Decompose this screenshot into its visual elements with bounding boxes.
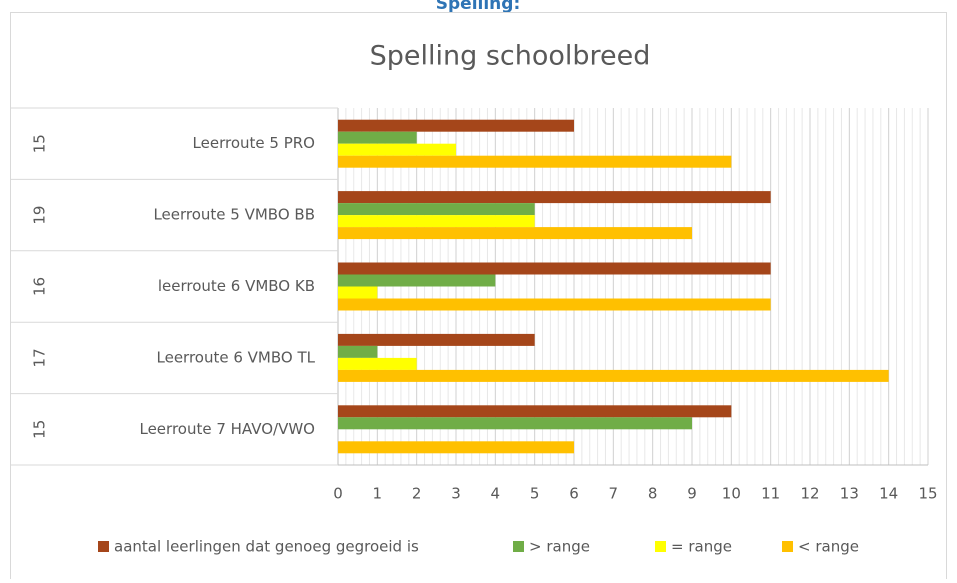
y-tick-label: Leerroute 5 PRO [193,134,315,152]
bar [338,155,732,168]
bar [338,357,417,370]
group-label: 15 [31,134,49,153]
x-tick-label: 7 [609,485,619,503]
bar [338,298,771,311]
legend-label: > range [529,538,590,556]
legend-label: aantal leerlingen dat genoeg gegroeid is [114,538,419,556]
group-label: 19 [31,206,49,225]
y-tick-label: leerroute 6 VMBO KB [158,277,315,295]
legend-swatch [513,541,524,552]
legend-swatch [782,541,793,552]
group-label: 15 [31,420,49,439]
legend-swatch [98,541,109,552]
x-tick-label: 4 [491,485,501,503]
bar [338,274,496,287]
y-tick-label: Leerroute 7 HAVO/VWO [139,420,315,438]
x-tick-label: 11 [761,485,780,503]
bar [338,227,692,240]
legend-label: = range [671,538,732,556]
legend-label: < range [798,538,859,556]
bar [338,286,378,299]
x-tick-label: 8 [648,485,658,503]
bar [338,441,574,454]
bar [338,262,771,275]
legend-swatch [655,541,666,552]
y-tick-label: Leerroute 6 VMBO TL [157,348,316,366]
chart-title: Spelling schoolbreed [370,41,651,72]
bar [338,143,456,156]
x-tick-label: 13 [840,485,859,503]
group-label: 16 [31,277,49,296]
x-tick-label: 2 [412,485,422,503]
bar [338,215,535,228]
x-tick-label: 6 [569,485,579,503]
x-tick-label: 0 [333,485,343,503]
x-tick-label: 15 [918,485,937,503]
bar [338,191,771,204]
x-tick-label: 9 [687,485,697,503]
group-label: 17 [31,348,49,367]
x-tick-label: 3 [451,485,461,503]
bar [338,333,535,346]
x-tick-label: 10 [722,485,741,503]
y-tick-label: Leerroute 5 VMBO BB [153,206,315,224]
x-tick-label: 12 [800,485,819,503]
x-tick-label: 5 [530,485,540,503]
bar [338,119,574,132]
bar [338,203,535,216]
x-tick-label: 14 [879,485,898,503]
x-tick-label: 1 [373,485,383,503]
bar [338,417,692,430]
heading: Spelling: [436,0,521,14]
bar [338,405,732,418]
bar [338,369,889,382]
bar [338,131,417,144]
bar [338,345,378,358]
